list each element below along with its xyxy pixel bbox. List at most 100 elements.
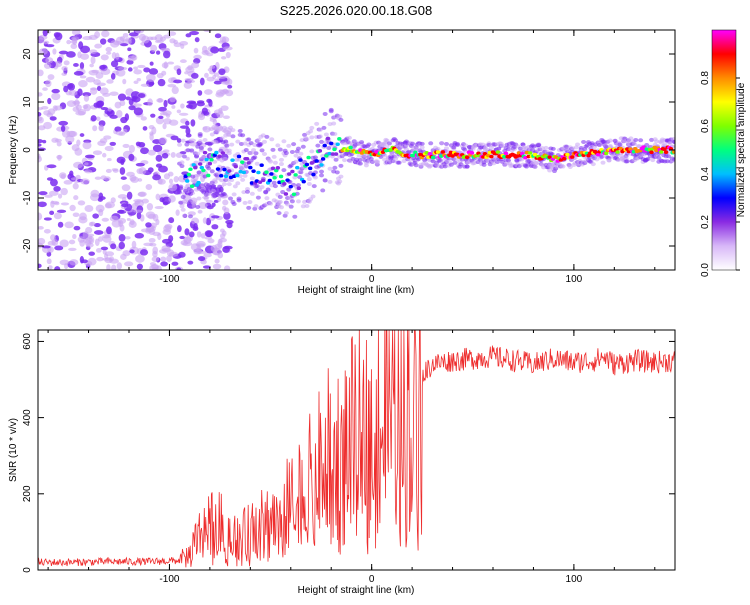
- spectrogram-point: [66, 39, 71, 45]
- spectrogram-point: [104, 145, 114, 152]
- spectrogram-point: [306, 177, 312, 182]
- spectrogram-point: [60, 202, 70, 206]
- spectrogram-point: [206, 98, 212, 103]
- spectrogram-point: [177, 190, 183, 195]
- snr-y-ticks: 0 200 400 600: [22, 333, 675, 573]
- spectrogram-point: [118, 241, 125, 250]
- spectrogram-point: [66, 51, 76, 58]
- spectrogram-point: [195, 204, 201, 209]
- spectrogram-point: [338, 174, 344, 179]
- spectrogram-point: [533, 161, 539, 166]
- spectrogram-point: [190, 174, 196, 179]
- spectrogram-point: [60, 125, 66, 132]
- spectrogram-point: [222, 199, 229, 206]
- spectrogram-point: [237, 128, 243, 133]
- spectrogram-point: [52, 48, 57, 55]
- spectrogram-y-ticks: -20 -10 0 10 20: [22, 48, 675, 253]
- spectrogram-point: [211, 188, 217, 193]
- spectrogram-point: [323, 132, 329, 137]
- spectrogram-ridge-point: [206, 173, 211, 178]
- spectrogram-point: [38, 263, 42, 269]
- spectrogram-point: [204, 192, 210, 197]
- spectrogram-point: [161, 62, 169, 69]
- spectrogram-point: [180, 138, 186, 143]
- spectrogram-point: [152, 144, 163, 153]
- spectrogram-point: [72, 37, 78, 46]
- spectrogram-point: [650, 158, 656, 163]
- spectrogram-point: [198, 250, 207, 254]
- spectrogram-ridge-point: [278, 174, 284, 179]
- spectrogram-point: [228, 196, 234, 201]
- spectrogram-ridge-point: [469, 151, 475, 155]
- spectrogram-point: [111, 264, 117, 270]
- spectrogram-point: [124, 37, 132, 42]
- spectrogram-point: [505, 158, 511, 163]
- spectrogram-point: [43, 40, 50, 45]
- spectrogram-point: [191, 201, 197, 206]
- spectrogram-point: [209, 132, 215, 137]
- spectrogram-point: [74, 99, 80, 108]
- spectrogram-point: [333, 157, 339, 162]
- spectrogram-point: [194, 37, 200, 43]
- spectrogram-point: [57, 193, 63, 199]
- spectrogram-point: [92, 125, 98, 132]
- spectrogram-point: [156, 98, 164, 103]
- spectrogram-point: [617, 142, 623, 147]
- spectrogram-point: [151, 256, 160, 263]
- spectrogram-point: [56, 209, 67, 214]
- spectrogram-point: [197, 139, 203, 144]
- spectrogram-point: [278, 162, 284, 167]
- spectrogram-point: [38, 155, 42, 163]
- spectrogram-point: [116, 156, 126, 164]
- spectrogram-point: [179, 204, 185, 209]
- spectrogram-point: [590, 162, 596, 167]
- spectrogram-point: [134, 232, 145, 239]
- spectrogram-point: [44, 79, 52, 88]
- spectrogram-ridge-point: [257, 180, 263, 184]
- spectrogram-point: [178, 251, 186, 258]
- spectrogram-ridge-point: [325, 136, 331, 141]
- spectrogram-point: [664, 159, 670, 164]
- spectrogram-point: [49, 116, 57, 121]
- spectrogram-point: [42, 139, 47, 144]
- spectrogram-point: [178, 112, 189, 116]
- spectrogram-point: [230, 128, 236, 133]
- spectrogram-point: [550, 146, 556, 151]
- spectrogram-point: [264, 196, 270, 201]
- spectrogram-point: [117, 217, 127, 224]
- spectrogram-ridge-point: [264, 170, 269, 174]
- spectrogram-point: [47, 108, 56, 115]
- spectrogram-point: [221, 182, 227, 187]
- spectrogram-point: [143, 67, 151, 73]
- spectrogram-ridge-point: [663, 150, 669, 154]
- spectrogram-point: [177, 225, 182, 233]
- spectrogram-point: [66, 130, 76, 138]
- spectrogram-point: [110, 243, 117, 250]
- spectrogram-ridge-point: [489, 154, 494, 159]
- spectrogram-ridge-point: [413, 150, 418, 155]
- spectrogram-ridge-point: [561, 156, 567, 161]
- spectrogram-point: [118, 233, 126, 242]
- spectrogram-point: [168, 178, 174, 185]
- spectrogram-point: [271, 154, 277, 159]
- spectrogram-point: [300, 144, 306, 149]
- snr-y-tick-label: 600: [22, 333, 33, 350]
- spectrogram-point: [45, 57, 54, 64]
- spectrogram-point: [133, 199, 144, 203]
- spectrogram-ridge-point: [319, 163, 324, 167]
- spectrogram-point: [280, 190, 286, 195]
- spectrogram-point: [63, 85, 69, 93]
- spectrogram-point: [454, 143, 460, 148]
- spectrogram-point: [121, 184, 131, 192]
- spectrogram-point: [149, 242, 157, 247]
- spectrogram-point: [222, 205, 227, 211]
- spectrogram-point: [270, 147, 276, 152]
- spectrogram-point: [223, 139, 229, 144]
- spectrogram-point: [197, 256, 206, 262]
- spectrogram-ridge-point: [274, 168, 279, 173]
- spectrogram-point: [359, 140, 365, 145]
- spectrogram-point: [180, 103, 185, 109]
- colorbar-ticks: 0.0 0.2 0.4 0.6 0.8: [700, 71, 740, 277]
